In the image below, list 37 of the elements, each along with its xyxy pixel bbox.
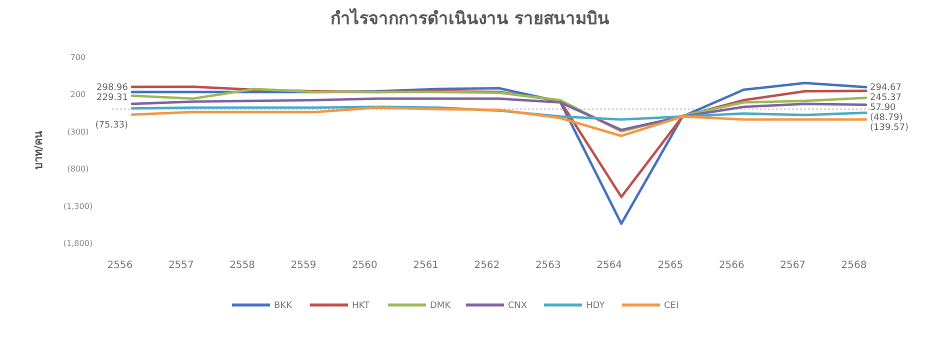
y-axis-title: บาท/คน xyxy=(32,130,45,170)
legend-label: BKK xyxy=(274,301,294,311)
y-tick-label: (1,800) xyxy=(63,239,93,248)
data-label: 57.90 xyxy=(870,103,896,114)
line-series xyxy=(130,97,868,132)
x-tick-label: 2562 xyxy=(474,260,500,271)
data-label: 245.37 xyxy=(870,93,902,104)
x-tick-label: 2557 xyxy=(168,260,194,271)
data-label: 298.96 xyxy=(96,82,128,93)
x-tick-label: 2558 xyxy=(230,260,256,271)
data-label: (48.79) xyxy=(870,113,903,124)
x-tick-label: 2560 xyxy=(352,260,378,271)
legend-label: CNX xyxy=(508,301,528,311)
data-label: 294.67 xyxy=(870,83,902,94)
x-tick-label: 2564 xyxy=(596,260,622,271)
y-tick-label: 200 xyxy=(70,90,86,100)
legend-label: HKT xyxy=(352,301,370,311)
x-tick-label: 2561 xyxy=(413,260,439,271)
x-tick-label: 2559 xyxy=(290,260,316,271)
data-label: 229.31 xyxy=(96,92,128,103)
x-tick-label: 2563 xyxy=(535,260,561,271)
x-tick-label: 2568 xyxy=(841,260,867,271)
line-series xyxy=(130,106,868,138)
y-tick-label: 700 xyxy=(70,53,86,62)
y-tick-label: (300) xyxy=(67,127,89,136)
legend-label: CEI xyxy=(664,301,679,311)
y-tick-label: (1,300) xyxy=(63,202,93,211)
data-label: (75.33) xyxy=(95,120,128,131)
y-tick-label: (800) xyxy=(67,164,89,174)
x-tick-label: 2567 xyxy=(780,260,806,271)
x-tick-label: 2556 xyxy=(107,260,133,271)
x-tick-label: 2565 xyxy=(658,260,684,271)
legend-label: HDY xyxy=(586,301,606,311)
legend-label: DMK xyxy=(430,301,452,311)
x-tick-label: 2566 xyxy=(718,260,744,271)
data-label: (139.57) xyxy=(870,123,909,134)
chart-title: กำไรจากการดำเนินงาน รายสนามบิน xyxy=(330,8,610,29)
